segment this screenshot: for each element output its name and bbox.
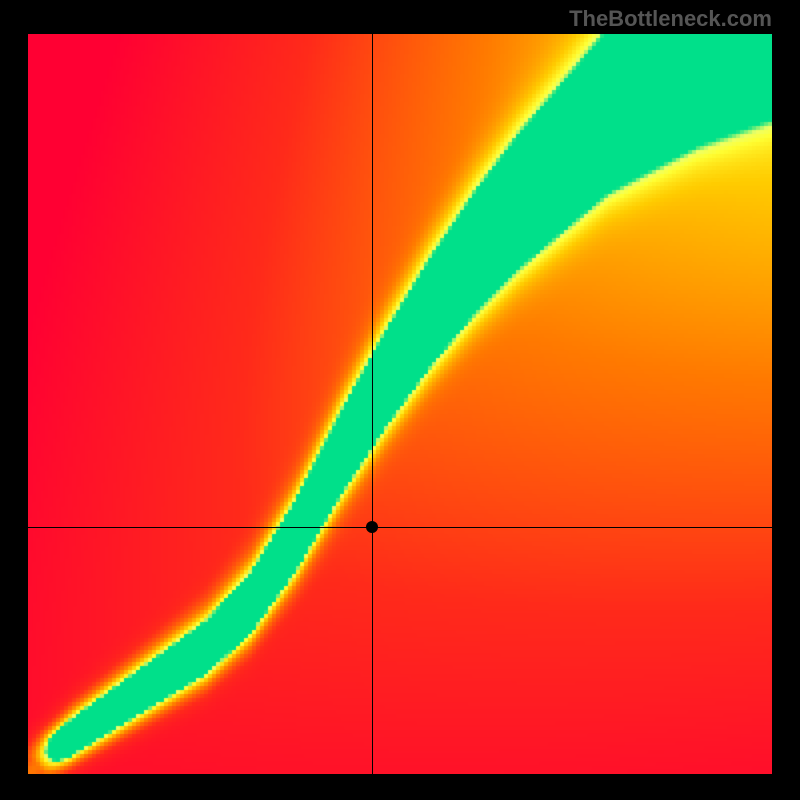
crosshair-vertical bbox=[372, 34, 373, 774]
crosshair-horizontal bbox=[28, 527, 772, 528]
watermark-text: TheBottleneck.com bbox=[569, 6, 772, 32]
chart-container: TheBottleneck.com bbox=[0, 0, 800, 800]
heatmap-plot-area bbox=[28, 34, 772, 774]
data-point-marker bbox=[366, 521, 378, 533]
heatmap-canvas bbox=[28, 34, 772, 774]
